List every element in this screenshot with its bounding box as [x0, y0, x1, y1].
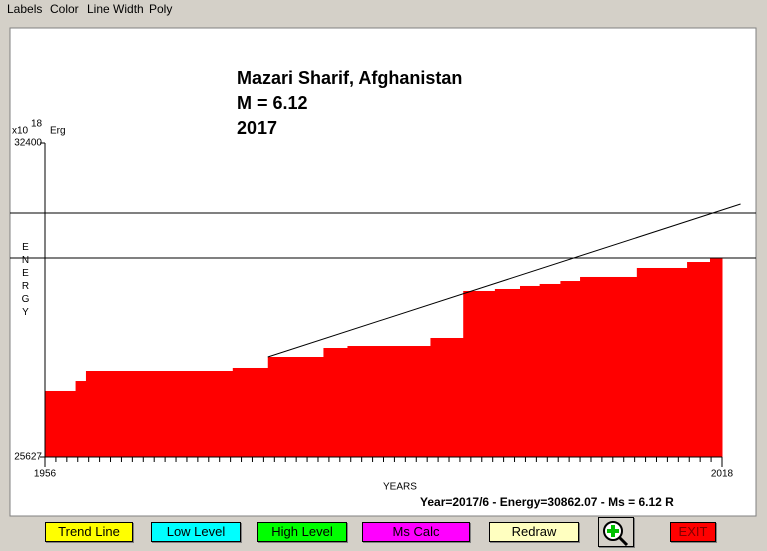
title: 2017	[237, 118, 277, 138]
energy-step	[560, 281, 581, 457]
unit: Erg	[50, 126, 66, 137]
y-tick-label: 25627	[14, 452, 42, 463]
energy-step	[539, 283, 561, 457]
y-axis-label: ENERGY	[20, 242, 31, 320]
button[interactable]: EXIT	[670, 522, 716, 542]
zoom-icon	[603, 521, 629, 547]
zoom-button[interactable]	[598, 517, 634, 547]
menu-item[interactable]: Poly	[149, 2, 173, 16]
energy-step	[519, 285, 541, 457]
energy-step	[494, 288, 521, 457]
menu-item[interactable]: Labels	[7, 2, 43, 16]
energy-step	[45, 390, 77, 457]
energy-step	[463, 290, 496, 457]
y-tick-label: 32400	[14, 138, 42, 149]
trend-line	[267, 203, 741, 358]
button[interactable]: High Level	[257, 522, 347, 542]
x-tick-label: 2018	[711, 469, 734, 480]
energy-step	[75, 381, 87, 457]
button[interactable]: Trend Line	[45, 522, 133, 542]
title: Mazari Sharif, Afghanistan	[237, 68, 462, 88]
unit-exponent: 18	[31, 119, 43, 130]
energy-step	[267, 357, 324, 457]
energy-step	[580, 276, 638, 457]
energy-step	[709, 257, 723, 457]
menu-item[interactable]: Color	[50, 2, 79, 16]
x-axis-label: YEARS	[383, 482, 417, 493]
energy-step	[687, 262, 711, 457]
button[interactable]: Low Level	[151, 522, 241, 542]
x-tick-label: 1956	[34, 469, 57, 480]
menu-item[interactable]: Line Width	[87, 2, 144, 16]
status-text: Year=2017/6 - Energy=30862.07 - Ms = 6.1…	[420, 495, 674, 509]
button[interactable]: Redraw	[489, 522, 579, 542]
button[interactable]: Ms Calc	[362, 522, 470, 542]
energy-step	[430, 337, 464, 457]
energy-step	[232, 367, 269, 457]
energy-step	[323, 348, 348, 457]
title: M = 6.12	[237, 93, 308, 113]
energy-step	[347, 346, 431, 457]
unit-prefix: x10	[12, 126, 29, 137]
energy-step	[85, 371, 234, 457]
energy-step	[636, 267, 688, 457]
